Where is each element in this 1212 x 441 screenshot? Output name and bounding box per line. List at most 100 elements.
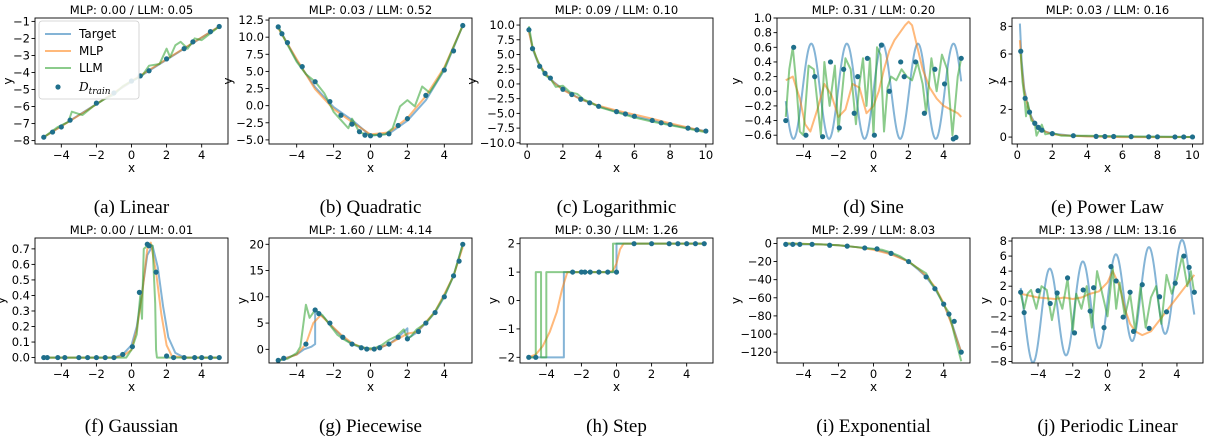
train-point (441, 294, 447, 300)
train-point (791, 44, 797, 50)
train-point (836, 125, 842, 131)
train-point (216, 354, 222, 361)
panel-title: MLP: 0.31 / LLM: 0.20 (812, 3, 935, 17)
train-point (587, 269, 593, 275)
train-point (312, 79, 318, 85)
train-point (1087, 308, 1093, 314)
train-point (181, 354, 187, 361)
train-point (1035, 288, 1041, 294)
y-tick-label: 0 (765, 236, 772, 250)
y-axis-label: y (985, 77, 999, 84)
plot-area (41, 241, 222, 361)
x-axis-label: x (613, 380, 620, 394)
train-point (1146, 325, 1152, 331)
train-point (1018, 289, 1024, 295)
y-tick-label: −5.0 (487, 106, 515, 120)
y-tick-label: 0.0 (12, 351, 30, 365)
panel-caption: (i) Exponential (816, 416, 931, 437)
panel-caption: (c) Logarithmic (557, 197, 677, 218)
x-tick-label: 6 (1119, 148, 1126, 162)
legend-label-mlp: MLP (79, 44, 103, 58)
train-point (913, 59, 919, 65)
panel-caption: (a) Linear (94, 197, 170, 218)
y-tick-label: 0.1 (12, 335, 30, 349)
y-tick-label: 5.0 (246, 64, 264, 78)
y-tick-label: 0.0 (497, 77, 515, 91)
x-tick-label: 4 (683, 367, 690, 381)
series-line-llm (527, 26, 707, 134)
train-point (905, 258, 912, 265)
train-point (874, 246, 880, 252)
legend-box (38, 20, 140, 100)
train-point (596, 269, 602, 275)
y-tick-label: 0.6 (12, 257, 30, 271)
train-point (783, 117, 789, 124)
train-point (1091, 285, 1097, 291)
panel-title: MLP: 0.00 / LLM: 0.05 (70, 3, 193, 17)
y-tick-label: 0.2 (754, 70, 772, 84)
train-point (901, 74, 907, 80)
panel-caption: (f) Gaussian (85, 416, 179, 437)
train-point (1172, 134, 1178, 140)
train-point (692, 241, 699, 247)
train-point (783, 241, 789, 247)
train-point (844, 243, 850, 249)
x-tick-label: 4 (940, 367, 947, 381)
train-point (809, 241, 815, 247)
axes-frame (268, 17, 473, 145)
train-point (1049, 131, 1055, 137)
train-point (44, 354, 50, 361)
y-tick-label: 0.0 (246, 99, 264, 113)
y-axis-label: y (729, 297, 743, 304)
panel-title: MLP: 0.30 / LLM: 1.26 (555, 223, 678, 237)
train-point (1146, 134, 1152, 140)
train-point (386, 131, 392, 137)
y-tick-label: 2.5 (246, 82, 264, 96)
x-tick-label: 8 (666, 148, 673, 162)
train-point (932, 66, 938, 72)
y-tick-label: 0.7 (12, 242, 30, 256)
train-point (582, 269, 588, 275)
panel-title: MLP: 0.03 / LLM: 0.52 (309, 3, 432, 17)
train-point (1154, 134, 1161, 140)
train-point (862, 245, 868, 251)
train-point (275, 24, 281, 30)
subplot-linear: MLP: 0.00 / LLM: 0.05 −4 −2 0 2 4 −8 −7 −6 −5 −4 −3… (1, 3, 229, 218)
train-point (1181, 134, 1187, 140)
x-tick-label: 0 (367, 148, 374, 162)
y-tick-label: 10.0 (489, 18, 515, 32)
series-line-llm (785, 242, 963, 362)
y-tick-label: −40 (748, 273, 772, 287)
subplot-exponential: MLP: 2.99 / LLM: 8.03−4 −2 0 2 4−120−100−80−… (729, 223, 971, 437)
plot-area (1018, 23, 1196, 140)
train-point (1035, 124, 1041, 130)
train-point (569, 91, 575, 98)
train-point (129, 344, 135, 350)
train-point (703, 128, 709, 134)
panel-title: MLP: 2.99 / LLM: 8.03 (812, 223, 935, 237)
y-tick-label: 4 (1000, 264, 1007, 278)
y-tick-label: 2 (1000, 279, 1007, 293)
series-line-llm (528, 242, 705, 359)
train-point (1054, 290, 1060, 296)
train-point (570, 269, 576, 275)
y-tick-label: −1 (13, 14, 30, 28)
train-point (349, 341, 355, 347)
x-tick-label: 2 (404, 367, 411, 381)
x-tick-label: 4 (198, 148, 205, 162)
panel-title: MLP: 0.03 / LLM: 0.16 (1046, 3, 1169, 17)
x-tick-label: −4 (53, 367, 70, 381)
x-tick-label: 10 (699, 148, 714, 162)
series-line-llm (784, 46, 963, 137)
x-tick-label: −4 (538, 367, 555, 381)
y-tick-label: −3 (13, 48, 30, 62)
plot-area (783, 241, 964, 362)
train-point (666, 241, 672, 247)
train-point (93, 100, 100, 106)
x-tick-label: 4 (940, 148, 947, 162)
train-point (560, 86, 566, 92)
series-line-mlp (1018, 40, 1193, 139)
y-tick-label: 4 (1000, 75, 1007, 89)
y-tick-label: −4 (13, 65, 30, 79)
y-tick-label: −10.0 (480, 136, 515, 150)
